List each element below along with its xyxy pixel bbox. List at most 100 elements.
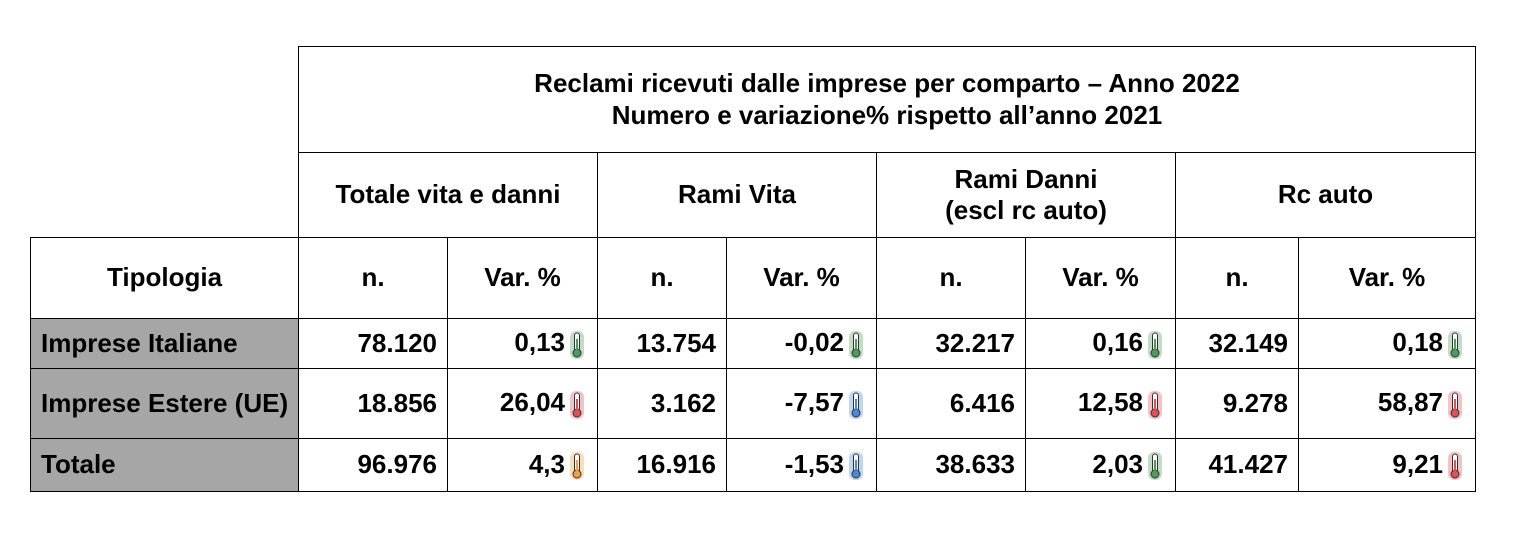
- group-header: Totale vita e danni: [298, 152, 598, 238]
- var-cell: 0,13: [447, 318, 598, 369]
- count-cell: 16.916: [597, 438, 727, 492]
- title-cell: Reclami ricevuti dalle imprese per compa…: [298, 46, 1476, 153]
- header-text: Tipologia: [106, 262, 223, 293]
- thermometer-icon: [1148, 330, 1162, 359]
- header-text: Var. %: [484, 262, 561, 293]
- cell-text: 38.633: [935, 449, 1015, 480]
- column-header: Var. %: [447, 237, 598, 319]
- count-cell: 32.149: [1175, 318, 1299, 369]
- thermometer-icon: [849, 452, 863, 481]
- column-header: Var. %: [726, 237, 877, 319]
- cell-text: 0,13: [514, 327, 565, 358]
- thermometer-icon: [1148, 452, 1162, 481]
- cell-text: 26,04: [499, 387, 565, 418]
- group-header: Rami Vita: [597, 152, 877, 238]
- header-text: Var. %: [1348, 262, 1426, 293]
- var-cell: 12,58: [1025, 368, 1176, 439]
- var-cell: -1,53: [726, 438, 877, 492]
- label-text: Totale: [41, 449, 116, 480]
- table-wrap: Reclami ricevuti dalle imprese per compa…: [30, 46, 1476, 492]
- var-cell: 0,18: [1298, 318, 1476, 369]
- thermometer-icon: [1448, 330, 1462, 359]
- group-header: Rami Danni (escl rc auto): [876, 152, 1176, 238]
- cell-text: 9.278: [1222, 387, 1288, 418]
- cell-text: 32.149: [1208, 327, 1288, 358]
- title-line: Numero e variazione% rispetto all’anno 2…: [299, 100, 1475, 131]
- count-cell: 96.976: [298, 438, 448, 492]
- group-text: Rami Vita: [677, 179, 796, 210]
- cell-text: -1,53: [784, 448, 844, 479]
- thermometer-icon: [1148, 390, 1162, 419]
- var-cell: 58,87: [1298, 368, 1476, 439]
- row-label: Imprese Estere (UE): [30, 368, 299, 439]
- column-header: n.: [876, 237, 1026, 319]
- title-text: Reclami ricevuti dalle imprese per compa…: [534, 68, 1240, 99]
- row-label: Totale: [30, 438, 299, 492]
- thermometer-icon: [849, 390, 863, 419]
- title-row: Reclami ricevuti dalle imprese per compa…: [31, 46, 1476, 153]
- row-label: Imprese Italiane: [30, 318, 299, 369]
- data-row: Totale 96.976 4,3 16.916 -1,53 38.633 2,03 4…: [30, 438, 1476, 492]
- group-header: Rc auto: [1175, 152, 1476, 238]
- var-cell: 26,04: [447, 368, 598, 439]
- cell-text: 12,58: [1077, 387, 1143, 418]
- thermometer-icon: [570, 330, 584, 359]
- title-text: Numero e variazione% rispetto all’anno 2…: [611, 99, 1163, 130]
- cell-text: 96.976: [357, 449, 437, 480]
- thermometer-icon: [570, 390, 584, 419]
- header-row: Tipologia n. Var. % n. Var. % n. Var. % n. Var. …: [30, 237, 1476, 319]
- group-text: Rc auto: [1277, 179, 1374, 210]
- group-row: Totale vita e danni Rami Vita Rami Danni (…: [31, 152, 1476, 238]
- var-cell: -0,02: [726, 318, 877, 369]
- var-cell: 9,21: [1298, 438, 1476, 492]
- count-cell: 18.856: [298, 368, 448, 439]
- thermometer-icon: [570, 452, 584, 481]
- column-header: Var. %: [1025, 237, 1176, 319]
- cell-text: 16.916: [636, 449, 716, 480]
- header-text: n.: [1225, 262, 1249, 293]
- var-cell: 4,3: [447, 438, 598, 492]
- thermometer-icon: [1448, 390, 1462, 419]
- cell-text: 41.427: [1208, 449, 1288, 480]
- column-header: n.: [298, 237, 448, 319]
- cell-text: 6.416: [949, 387, 1015, 418]
- label-text: Imprese Italiane: [41, 327, 238, 358]
- tipologia-header: Tipologia: [30, 237, 299, 319]
- label-text: Imprese Estere (UE): [41, 387, 289, 418]
- cell-text: 3.162: [650, 387, 716, 418]
- var-cell: -7,57: [726, 368, 877, 439]
- cell-text: 18.856: [357, 387, 437, 418]
- data-row: Imprese Italiane 78.120 0,13 13.754 -0,02 3…: [30, 318, 1476, 369]
- header-text: Var. %: [763, 262, 840, 293]
- data-row: Imprese Estere (UE) 18.856 26,04 3.162 -7,5…: [30, 368, 1476, 439]
- cell-text: 4,3: [528, 448, 565, 479]
- count-cell: 3.162: [597, 368, 727, 439]
- count-cell: 6.416: [876, 368, 1026, 439]
- column-header: n.: [597, 237, 727, 319]
- count-cell: 32.217: [876, 318, 1026, 369]
- complaints-table: Reclami ricevuti dalle imprese per compa…: [30, 46, 1476, 492]
- title-line: Reclami ricevuti dalle imprese per compa…: [299, 68, 1475, 99]
- cell-text: 58,87: [1377, 387, 1443, 418]
- thermometer-icon: [1448, 452, 1462, 481]
- cell-text: 13.754: [636, 327, 716, 358]
- count-cell: 13.754: [597, 318, 727, 369]
- count-cell: 38.633: [876, 438, 1026, 492]
- cell-text: -7,57: [784, 387, 844, 418]
- empty-corner: [31, 47, 299, 153]
- cell-text: 2,03: [1092, 448, 1143, 479]
- var-cell: 2,03: [1025, 438, 1176, 492]
- header-text: n.: [650, 262, 674, 293]
- cell-text: 0,16: [1092, 327, 1143, 358]
- var-cell: 0,16: [1025, 318, 1176, 369]
- group-text: Totale vita e danni: [335, 179, 561, 210]
- count-cell: 9.278: [1175, 368, 1299, 439]
- thermometer-icon: [849, 330, 863, 359]
- cell-text: -0,02: [784, 327, 844, 358]
- group-text: Rami Danni (escl rc auto): [945, 163, 1107, 225]
- column-header: n.: [1175, 237, 1299, 319]
- header-text: n.: [361, 262, 385, 293]
- cell-text: 78.120: [357, 327, 437, 358]
- cell-text: 32.217: [935, 327, 1015, 358]
